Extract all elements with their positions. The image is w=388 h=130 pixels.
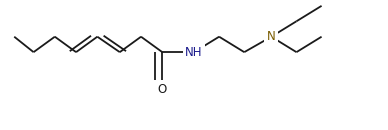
Text: O: O: [158, 83, 167, 96]
Text: N: N: [267, 30, 276, 43]
Text: NH: NH: [185, 46, 203, 59]
Text: N: N: [267, 30, 276, 43]
Text: NH: NH: [185, 46, 203, 59]
Text: O: O: [158, 83, 167, 96]
